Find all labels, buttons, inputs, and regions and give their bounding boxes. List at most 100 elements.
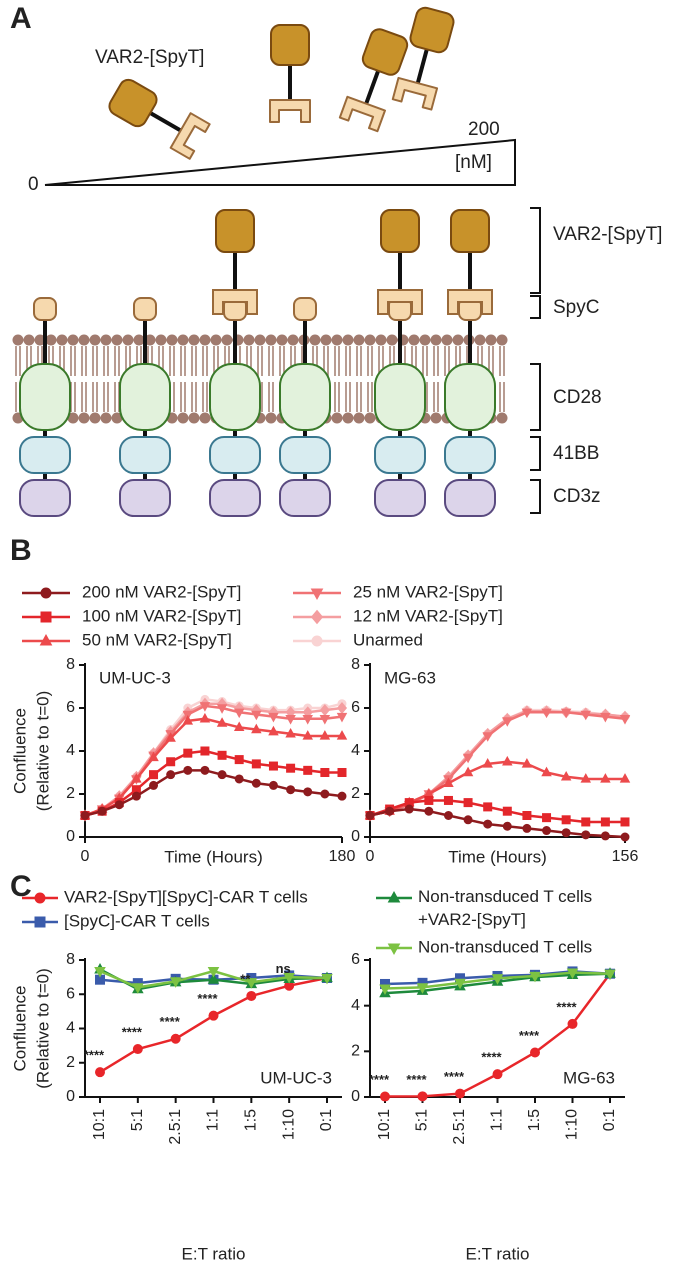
marker [502, 806, 512, 816]
marker [199, 702, 211, 712]
marker [285, 715, 296, 725]
marker [387, 943, 401, 956]
panel-label: A [10, 2, 32, 35]
x-tick-label: 1:10 [564, 1109, 581, 1140]
marker [303, 765, 313, 775]
marker [336, 712, 348, 723]
lipid-head [199, 412, 211, 424]
lipid-head [485, 334, 497, 346]
lipid-head [265, 334, 277, 346]
marker [207, 973, 220, 984]
significance: **** [369, 1072, 390, 1087]
y-tick-label: 6 [66, 699, 75, 716]
spyc [133, 297, 157, 321]
marker [541, 708, 552, 719]
gradient-min: 0 [28, 174, 39, 195]
marker [491, 974, 504, 985]
marker [600, 831, 610, 841]
x-tick-label: 0 [366, 848, 375, 865]
marker [114, 800, 124, 810]
legend-label: 25 nM VAR2-[SpyT] [353, 582, 503, 601]
x-tick-label: 1:10 [280, 1109, 297, 1140]
marker [521, 758, 533, 768]
lipid-head [12, 334, 24, 346]
lipid-head [199, 334, 211, 346]
x-tick-label: 1:1 [205, 1109, 222, 1131]
cd3z [279, 479, 331, 517]
marker [286, 763, 296, 773]
y-tick-label: 8 [66, 951, 75, 968]
marker [483, 802, 493, 812]
marker [80, 811, 90, 820]
lipid-head [353, 334, 365, 346]
marker [337, 791, 347, 801]
lipid-head [441, 334, 453, 346]
cd3z [19, 479, 71, 517]
marker [561, 815, 571, 825]
significance: **** [519, 1028, 540, 1043]
marker [443, 777, 454, 787]
legend-label: VAR2-[SpyT][SpyC]-CAR T cells [64, 887, 308, 906]
cd28 [19, 363, 71, 431]
marker [385, 806, 395, 816]
head [215, 209, 255, 253]
marker [149, 780, 159, 790]
marker [132, 983, 144, 994]
x-tick-label: 1:5 [243, 1109, 260, 1131]
y-tick-label: 6 [351, 699, 360, 716]
lipid-head [496, 334, 508, 346]
y-tick-label: 4 [351, 997, 360, 1014]
marker [463, 798, 473, 808]
marker [183, 765, 193, 775]
marker [455, 1088, 465, 1099]
lipid-head [177, 412, 189, 424]
marker [321, 973, 333, 985]
series-line [84, 702, 343, 817]
marker [566, 968, 579, 979]
marker [541, 766, 552, 777]
legend-label: [SpyC]-CAR T cells [64, 911, 210, 930]
y-tick-label: 8 [66, 656, 75, 673]
legend-label: Unarmed [353, 630, 423, 649]
lipid-head [111, 412, 123, 424]
marker [251, 778, 261, 788]
marker [319, 715, 331, 725]
bb41 [19, 436, 71, 474]
lipid-head [474, 334, 486, 346]
marker [217, 770, 227, 780]
free-molecules [108, 6, 455, 160]
molecule [269, 24, 311, 123]
marker [268, 725, 279, 736]
marker [580, 773, 592, 783]
lipid-head [342, 412, 354, 424]
lipid-head [188, 334, 200, 346]
marker [463, 815, 473, 825]
cd28 [209, 363, 261, 431]
lipid-head [78, 334, 90, 346]
y-tick-label: 0 [66, 828, 75, 845]
y-axis-label: Confluence (Relative to t=0) [11, 691, 53, 811]
x-tick-label: 0:1 [318, 1109, 335, 1131]
molecule [108, 78, 211, 160]
marker [310, 588, 324, 601]
marker [149, 770, 159, 780]
lipid-head [265, 412, 277, 424]
marker [580, 710, 592, 721]
lipid-head [386, 334, 398, 346]
marker [169, 977, 182, 988]
marker [319, 730, 331, 740]
gradient-unit: [nM] [455, 152, 492, 173]
marker [208, 1010, 219, 1021]
y-tick-label: 4 [66, 742, 75, 759]
y-tick-label: 0 [351, 828, 360, 845]
lipid-head [309, 334, 321, 346]
marker [200, 746, 210, 756]
marker [600, 817, 610, 827]
y-tick-label: 6 [66, 985, 75, 1002]
lipid-head [144, 334, 156, 346]
cd3z [209, 479, 261, 517]
x-tick-label: 10:1 [376, 1109, 393, 1140]
stem [149, 111, 183, 133]
y-tick-label: 2 [351, 1043, 360, 1060]
domain-label: VAR2-[SpyT] [553, 224, 662, 245]
